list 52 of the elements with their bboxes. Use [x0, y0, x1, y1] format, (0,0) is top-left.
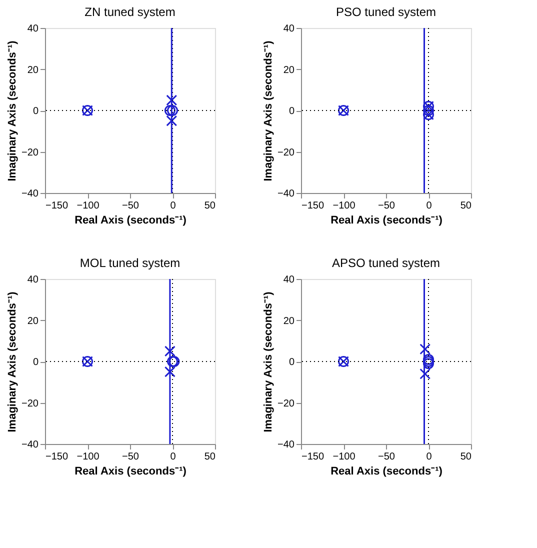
x-axis-title: Real Axis (seconds⁻¹): [74, 466, 187, 478]
x-tick-label: 50: [460, 452, 472, 462]
y-tick-label: −40: [22, 440, 39, 450]
y-tick-label: 40: [283, 274, 295, 286]
x-tick-label: −50: [122, 200, 140, 212]
x-tick-label: −150: [46, 452, 68, 462]
x-tick-label: −150: [302, 200, 324, 212]
chart-title: ZN tuned system: [84, 5, 176, 19]
chart-title: MOL tuned system: [80, 256, 180, 270]
x-tick-label: −100: [332, 200, 356, 212]
y-axis-title: Imaginary Axis (seconds⁻¹): [262, 291, 275, 432]
x-tick-label: −50: [122, 452, 140, 462]
x-axis-title: Real Axis (seconds⁻¹): [330, 466, 443, 478]
y-tick-label: 0: [288, 357, 295, 368]
y-tick-label: 20: [27, 64, 39, 76]
y-axis-title: Imaginary Axis (seconds⁻¹): [262, 40, 275, 182]
x-tick-label: 50: [204, 452, 216, 462]
x-tick-label: −50: [378, 452, 396, 462]
x-tick-label: −150: [302, 452, 324, 462]
y-tick-label: −20: [22, 147, 39, 158]
x-axis-title: Real Axis (seconds⁻¹): [330, 214, 443, 226]
x-tick-label: 0: [426, 200, 432, 212]
y-axis-title: Imaginary Axis (seconds⁻¹): [6, 40, 19, 182]
y-tick-label: 0: [32, 357, 39, 368]
x-tick-label: −100: [76, 452, 100, 462]
x-tick-label: 0: [170, 200, 176, 212]
y-tick-label: −40: [22, 188, 39, 200]
y-tick-label: 40: [27, 274, 39, 286]
x-tick-label: 50: [460, 200, 472, 212]
y-tick-label: 20: [283, 64, 295, 76]
x-tick-label: −150: [46, 200, 68, 212]
y-tick-label: 20: [27, 316, 39, 327]
x-tick-label: 0: [170, 452, 176, 462]
y-tick-label: 0: [288, 106, 295, 117]
chart-title: APSO tuned system: [332, 256, 440, 270]
x-tick-label: −100: [332, 452, 356, 462]
y-tick-label: 40: [27, 24, 39, 34]
y-tick-label: −20: [278, 398, 295, 410]
y-axis-title: Imaginary Axis (seconds⁻¹): [6, 291, 19, 432]
y-tick-label: −20: [22, 398, 39, 410]
x-tick-label: −50: [378, 200, 396, 212]
y-tick-label: −40: [278, 440, 295, 450]
chart-title: PSO tuned system: [336, 5, 436, 19]
y-tick-label: 20: [283, 316, 295, 327]
x-tick-label: −100: [76, 200, 100, 212]
y-tick-label: −20: [278, 147, 295, 158]
x-tick-label: 0: [426, 452, 432, 462]
y-tick-label: 40: [283, 24, 295, 34]
x-tick-label: 50: [204, 200, 216, 212]
x-axis-title: Real Axis (seconds⁻¹): [74, 214, 187, 226]
y-tick-label: 0: [32, 106, 39, 117]
y-tick-label: −40: [278, 188, 295, 200]
